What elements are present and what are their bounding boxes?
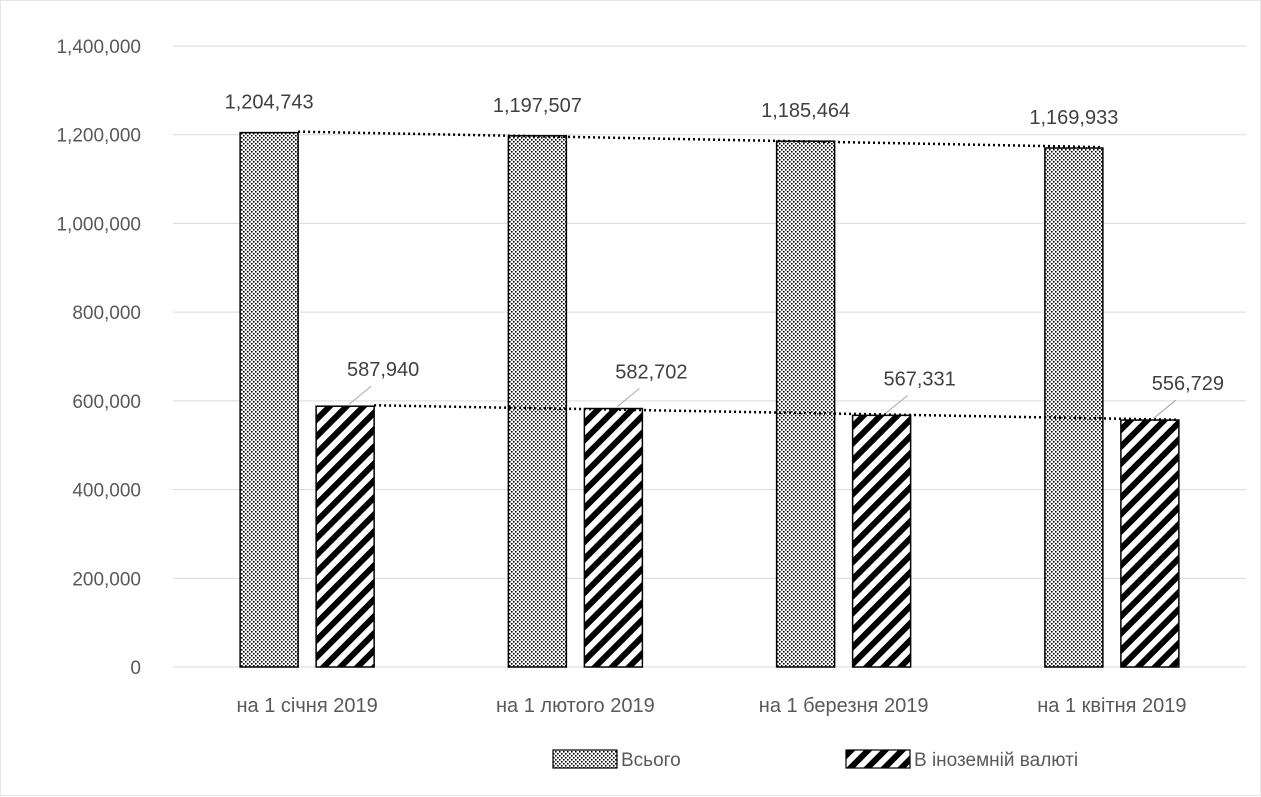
legend: Всього В іноземній валюті (552, 749, 1078, 771)
x-category-label: на 1 квітня 2019 (1037, 695, 1186, 717)
bar-total (775, 140, 836, 668)
y-tick-label: 200,000 (72, 569, 141, 590)
data-label: 1,197,507 (493, 95, 582, 117)
bar-foreign-currency (1120, 419, 1180, 668)
trendlines (298, 130, 1179, 422)
bar-foreign-currency (315, 405, 375, 668)
y-tick-label: 1,000,000 (56, 214, 141, 235)
data-label: 587,940 (347, 359, 419, 381)
y-tick-label: 1,400,000 (56, 37, 141, 58)
data-label: 1,204,743 (225, 92, 314, 114)
bars (239, 131, 1180, 668)
data-label: 556,729 (1152, 373, 1224, 395)
trendline (298, 130, 1103, 149)
bar-total (507, 135, 568, 668)
y-axis-ticks: 0 200,000 400,000 600,000 800,000 1,000,000 1,… (56, 37, 141, 679)
data-label-leader (885, 394, 908, 414)
legend-item-foreign-currency: В іноземній валюті (845, 749, 1078, 771)
data-label: 1,185,464 (761, 100, 850, 122)
legend-swatch (845, 749, 911, 769)
x-category-label: на 1 січня 2019 (237, 695, 378, 717)
y-tick-label: 0 (130, 658, 141, 679)
y-tick-label: 800,000 (72, 303, 141, 324)
data-label-leader (1153, 399, 1177, 419)
legend-label: В іноземній валюті (914, 750, 1078, 771)
x-category-label: на 1 лютого 2019 (496, 695, 655, 717)
x-axis-categories: на 1 січня 2019 на 1 лютого 2019 на 1 бере… (237, 695, 1187, 717)
bar-foreign-currency (583, 407, 644, 668)
y-tick-label: 600,000 (72, 392, 141, 413)
bar-foreign-currency (851, 414, 912, 668)
data-label: 582,702 (615, 362, 687, 384)
data-label: 567,331 (883, 368, 955, 390)
legend-swatch (552, 749, 618, 769)
data-label-leader (617, 388, 640, 407)
legend-label: Всього (621, 750, 681, 771)
bar-total (239, 131, 299, 668)
data-label: 1,169,933 (1029, 107, 1118, 129)
legend-item-total: Всього (552, 749, 681, 771)
data-labels: 1,204,743 1,197,507 1,185,464 1,169,933 587,… (225, 92, 1224, 419)
data-label-leader (348, 385, 372, 405)
y-tick-label: 1,200,000 (56, 126, 141, 147)
y-tick-label: 400,000 (72, 481, 141, 502)
trendline (374, 404, 1179, 422)
x-category-label: на 1 березня 2019 (759, 695, 929, 717)
bar-total (1044, 147, 1104, 668)
